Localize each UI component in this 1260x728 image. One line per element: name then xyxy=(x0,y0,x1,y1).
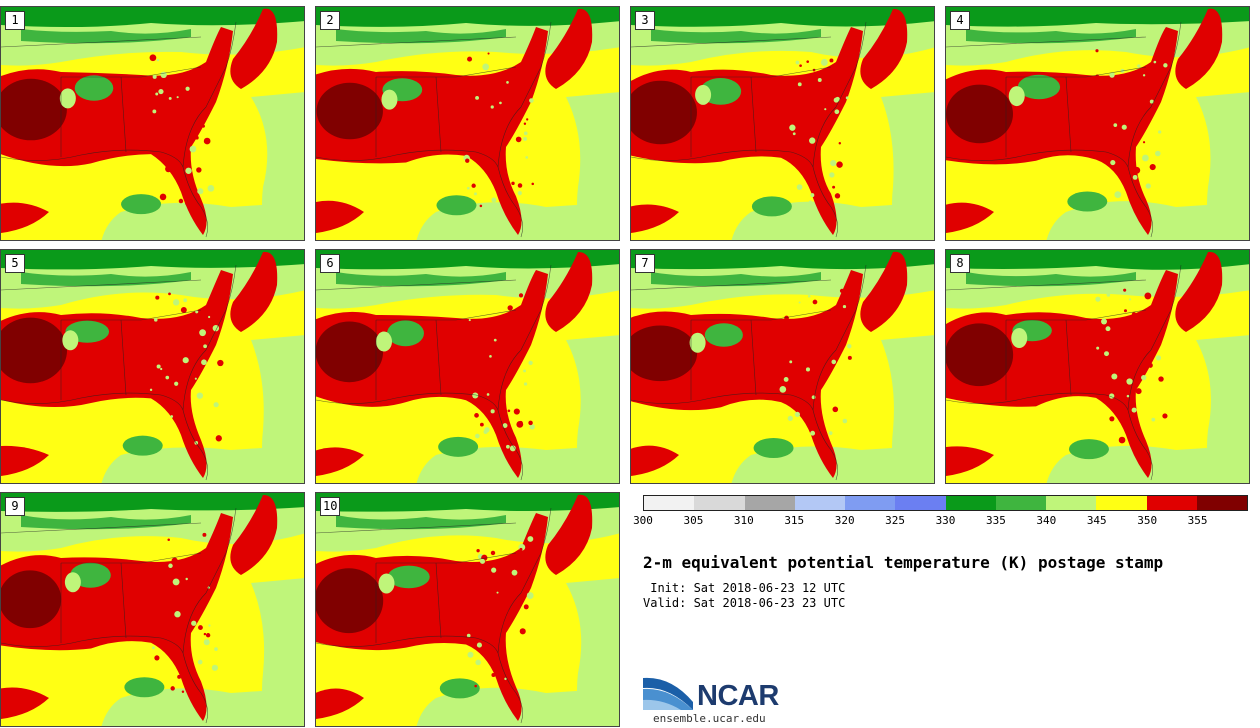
logo-url: ensemble.ucar.edu xyxy=(653,712,766,725)
map-field xyxy=(316,7,619,240)
map-field xyxy=(946,7,1249,240)
map-field xyxy=(631,7,934,240)
postage-stamp-map: 5 xyxy=(0,249,305,484)
map-field xyxy=(631,250,934,483)
colorbar-segment xyxy=(895,496,946,510)
postage-stamp-map: 7 xyxy=(630,249,935,484)
colorbar-ticks: 300 305 310 315 320 325 330 335 340 345 350 355 xyxy=(633,514,1248,528)
postage-stamp-map: 8 xyxy=(945,249,1250,484)
colorbar-tick-label: 340 xyxy=(1036,514,1057,527)
postage-stamp-map: 4 xyxy=(945,6,1250,241)
valid-time: Valid: Sat 2018-06-23 23 UTC xyxy=(643,596,846,610)
map-field xyxy=(316,250,619,483)
map-field xyxy=(1,493,304,726)
colorbar-tick-label: 345 xyxy=(1086,514,1107,527)
colorbar xyxy=(643,495,1248,511)
colorbar-tick-label: 355 xyxy=(1187,514,1208,527)
ncar-logo-text: NCAR xyxy=(697,680,779,712)
member-number-label: 3 xyxy=(635,11,655,30)
member-number-label: 7 xyxy=(635,254,655,273)
map-field xyxy=(1,7,304,240)
colorbar-segment xyxy=(694,496,745,510)
member-number-label: 4 xyxy=(950,11,970,30)
map-field xyxy=(946,250,1249,483)
postage-stamp-map: 10 xyxy=(315,492,620,727)
member-number-label: 10 xyxy=(320,497,341,516)
postage-stamp-map: 1 xyxy=(0,6,305,241)
member-number-label: 8 xyxy=(950,254,970,273)
colorbar-segment xyxy=(845,496,896,510)
member-number-label: 6 xyxy=(320,254,340,273)
postage-stamp-map: 2 xyxy=(315,6,620,241)
figure-title: 2-m equivalent potential temperature (K)… xyxy=(643,553,1164,572)
postage-stamp-map: 9 xyxy=(0,492,305,727)
colorbar-segment xyxy=(744,496,795,510)
ncar-logo-icon xyxy=(643,677,693,710)
colorbar-tick-label: 325 xyxy=(885,514,906,527)
init-time: Init: Sat 2018-06-23 12 UTC xyxy=(643,581,846,595)
colorbar-segment xyxy=(644,496,695,510)
colorbar-segment xyxy=(1146,496,1197,510)
colorbar-tick-label: 335 xyxy=(985,514,1006,527)
map-field xyxy=(1,250,304,483)
member-number-label: 5 xyxy=(5,254,25,273)
member-number-label: 2 xyxy=(320,11,340,30)
colorbar-tick-label: 330 xyxy=(935,514,956,527)
postage-stamp-map: 6 xyxy=(315,249,620,484)
member-number-label: 9 xyxy=(5,497,25,516)
colorbar-segment xyxy=(1196,496,1247,510)
colorbar-tick-label: 320 xyxy=(834,514,855,527)
colorbar-tick-label: 315 xyxy=(784,514,805,527)
colorbar-segment xyxy=(794,496,845,510)
colorbar-segment xyxy=(1046,496,1097,510)
colorbar-tick-label: 305 xyxy=(683,514,704,527)
colorbar-tick-label: 300 xyxy=(633,514,653,527)
colorbar-segment xyxy=(1096,496,1147,510)
colorbar-segment xyxy=(995,496,1046,510)
colorbar-tick-label: 310 xyxy=(733,514,754,527)
map-field xyxy=(316,493,619,726)
colorbar-segment xyxy=(945,496,996,510)
colorbar-tick-label: 350 xyxy=(1137,514,1158,527)
member-number-label: 1 xyxy=(5,11,25,30)
postage-stamp-map: 3 xyxy=(630,6,935,241)
